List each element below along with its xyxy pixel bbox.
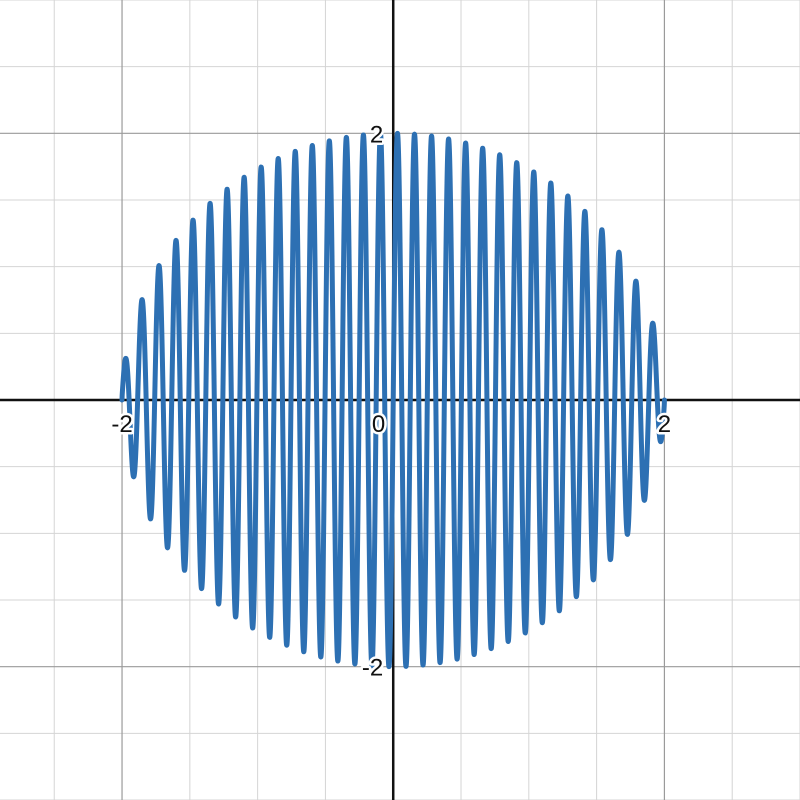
curve-series-0 <box>119 130 667 670</box>
y-tick-label-halo: 2 <box>370 121 383 148</box>
y-tick-label: 2 <box>370 121 383 148</box>
x-tick-label: 2 <box>658 411 671 438</box>
x-tick-label-origin-halo: 0 <box>372 411 385 438</box>
x-tick-label: -2 <box>111 411 132 438</box>
y-tick-label: -2 <box>362 655 383 682</box>
x-tick-label-halo: -2 <box>111 411 132 438</box>
x-tick-label-origin: 0 <box>372 411 385 438</box>
x-tick-label-halo: 2 <box>658 411 671 438</box>
y-tick-label-halo: -2 <box>362 655 383 682</box>
curves <box>119 130 667 670</box>
